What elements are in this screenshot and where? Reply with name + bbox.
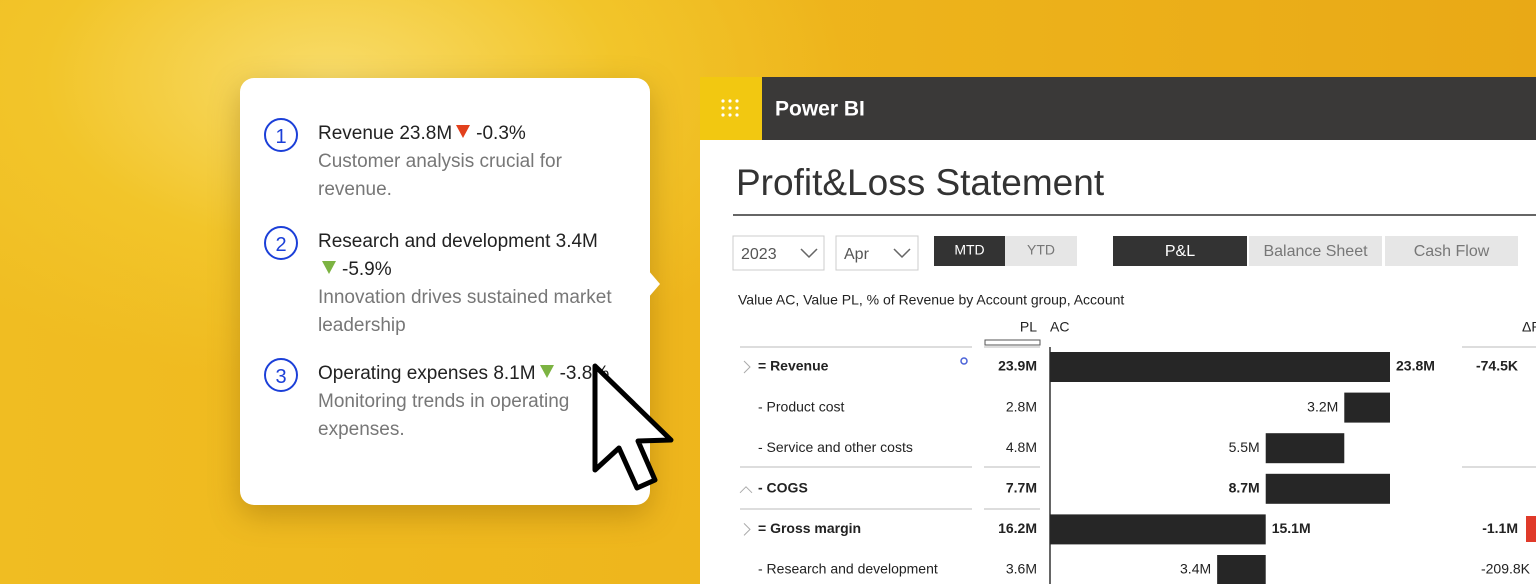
ac-bar [1344, 392, 1390, 423]
trend-arrow [456, 125, 471, 138]
item-title: Operating expenses 8.1M [318, 363, 536, 384]
column-header: AC [1050, 319, 1069, 335]
item-change: -0.3% [476, 123, 526, 144]
delta-bar [1526, 516, 1536, 542]
ac-label: 23.8M [1396, 358, 1435, 374]
item-headline: Revenue 23.8M -0.3% [318, 120, 618, 148]
year-dropdown[interactable] [732, 235, 825, 271]
expand-chevron [739, 486, 753, 494]
item-title: Revenue 23.8M [318, 123, 453, 144]
period-button[interactable] [934, 236, 1005, 266]
pl-value: 23.9M [998, 358, 1037, 374]
item-headline: Research and development 3.4M -5.9% [318, 228, 618, 284]
ac-label: 3.2M [1307, 398, 1338, 414]
ac-bar [1265, 473, 1390, 504]
trend-arrow [322, 261, 336, 274]
month-dropdown[interactable] [835, 235, 919, 271]
column-header: PL [1020, 319, 1037, 335]
app-name: Power BI [775, 98, 865, 121]
account-label: = Gross margin [758, 520, 861, 536]
insight-popup: 1 Revenue 23.8M -0.3% Customer analysis cru… [240, 78, 660, 505]
period-button[interactable] [1005, 236, 1077, 266]
year-value: 2023 [741, 246, 777, 263]
item-number: 3 [264, 358, 298, 392]
pl-value: 16.2M [998, 520, 1037, 536]
window-body [700, 77, 1536, 584]
period-label: MTD [954, 242, 984, 258]
ac-bar [1050, 352, 1390, 382]
item-text: Research and development 3.4M -5.9% Innova… [318, 228, 618, 340]
tab-label: P&L [1165, 243, 1195, 260]
period-label: YTD [1027, 242, 1055, 258]
expand-chevron [743, 523, 751, 536]
delta-value: -74.5K [1476, 358, 1518, 374]
ac-bar [1217, 555, 1266, 584]
item-text: Revenue 23.8M -0.3% Customer analysis cruc… [318, 120, 618, 204]
popup-pointer [648, 270, 660, 298]
month-value: Apr [844, 246, 870, 263]
item-number: 2 [264, 226, 298, 260]
expand-chevron [743, 360, 751, 374]
tab-button[interactable] [1249, 236, 1382, 266]
waffle-icon [721, 99, 739, 117]
pl-value: 7.7M [1006, 480, 1037, 496]
item-description: Customer analysis crucial for revenue. [318, 151, 562, 200]
column-header: ΔP [1522, 319, 1536, 335]
delta-value: -209.8K [1481, 561, 1531, 577]
item-description: Innovation drives sustained market leade… [318, 287, 612, 336]
ac-label: 5.5M [1229, 439, 1260, 455]
ac-label: 3.4M [1180, 561, 1211, 577]
item-change: -5.9% [342, 259, 392, 280]
item-title: Research and development 3.4M [318, 231, 598, 252]
account-label: = Revenue [758, 358, 829, 374]
visual-title: Value AC, Value PL, % of Revenue by Acco… [738, 292, 1124, 308]
ac-label: 8.7M [1229, 480, 1260, 496]
item-number: 1 [264, 118, 298, 152]
pl-value: 3.6M [1006, 561, 1037, 577]
item-description: Monitoring trends in operating expenses. [318, 391, 570, 440]
tab-label: Balance Sheet [1263, 243, 1368, 260]
app-header [700, 77, 1536, 140]
pl-value: 4.8M [1006, 439, 1037, 455]
delta-value: -1.1M [1482, 520, 1518, 536]
ac-label: 15.1M [1272, 520, 1311, 536]
mouse-cursor [592, 363, 674, 491]
report-title: Profit&Loss Statement [736, 162, 1105, 203]
tab-label: Cash Flow [1414, 243, 1490, 260]
pl-value: 2.8M [1006, 398, 1037, 414]
account-label: - Service and other costs [758, 439, 913, 455]
ac-bar [1050, 514, 1266, 545]
tab-button[interactable] [1113, 236, 1247, 266]
account-label: - Research and development [758, 561, 938, 577]
trend-arrow [539, 365, 554, 378]
account-label: - COGS [758, 480, 808, 496]
account-label: - Product cost [758, 398, 844, 414]
tab-button[interactable] [1385, 236, 1518, 266]
ac-bar [1265, 433, 1345, 464]
